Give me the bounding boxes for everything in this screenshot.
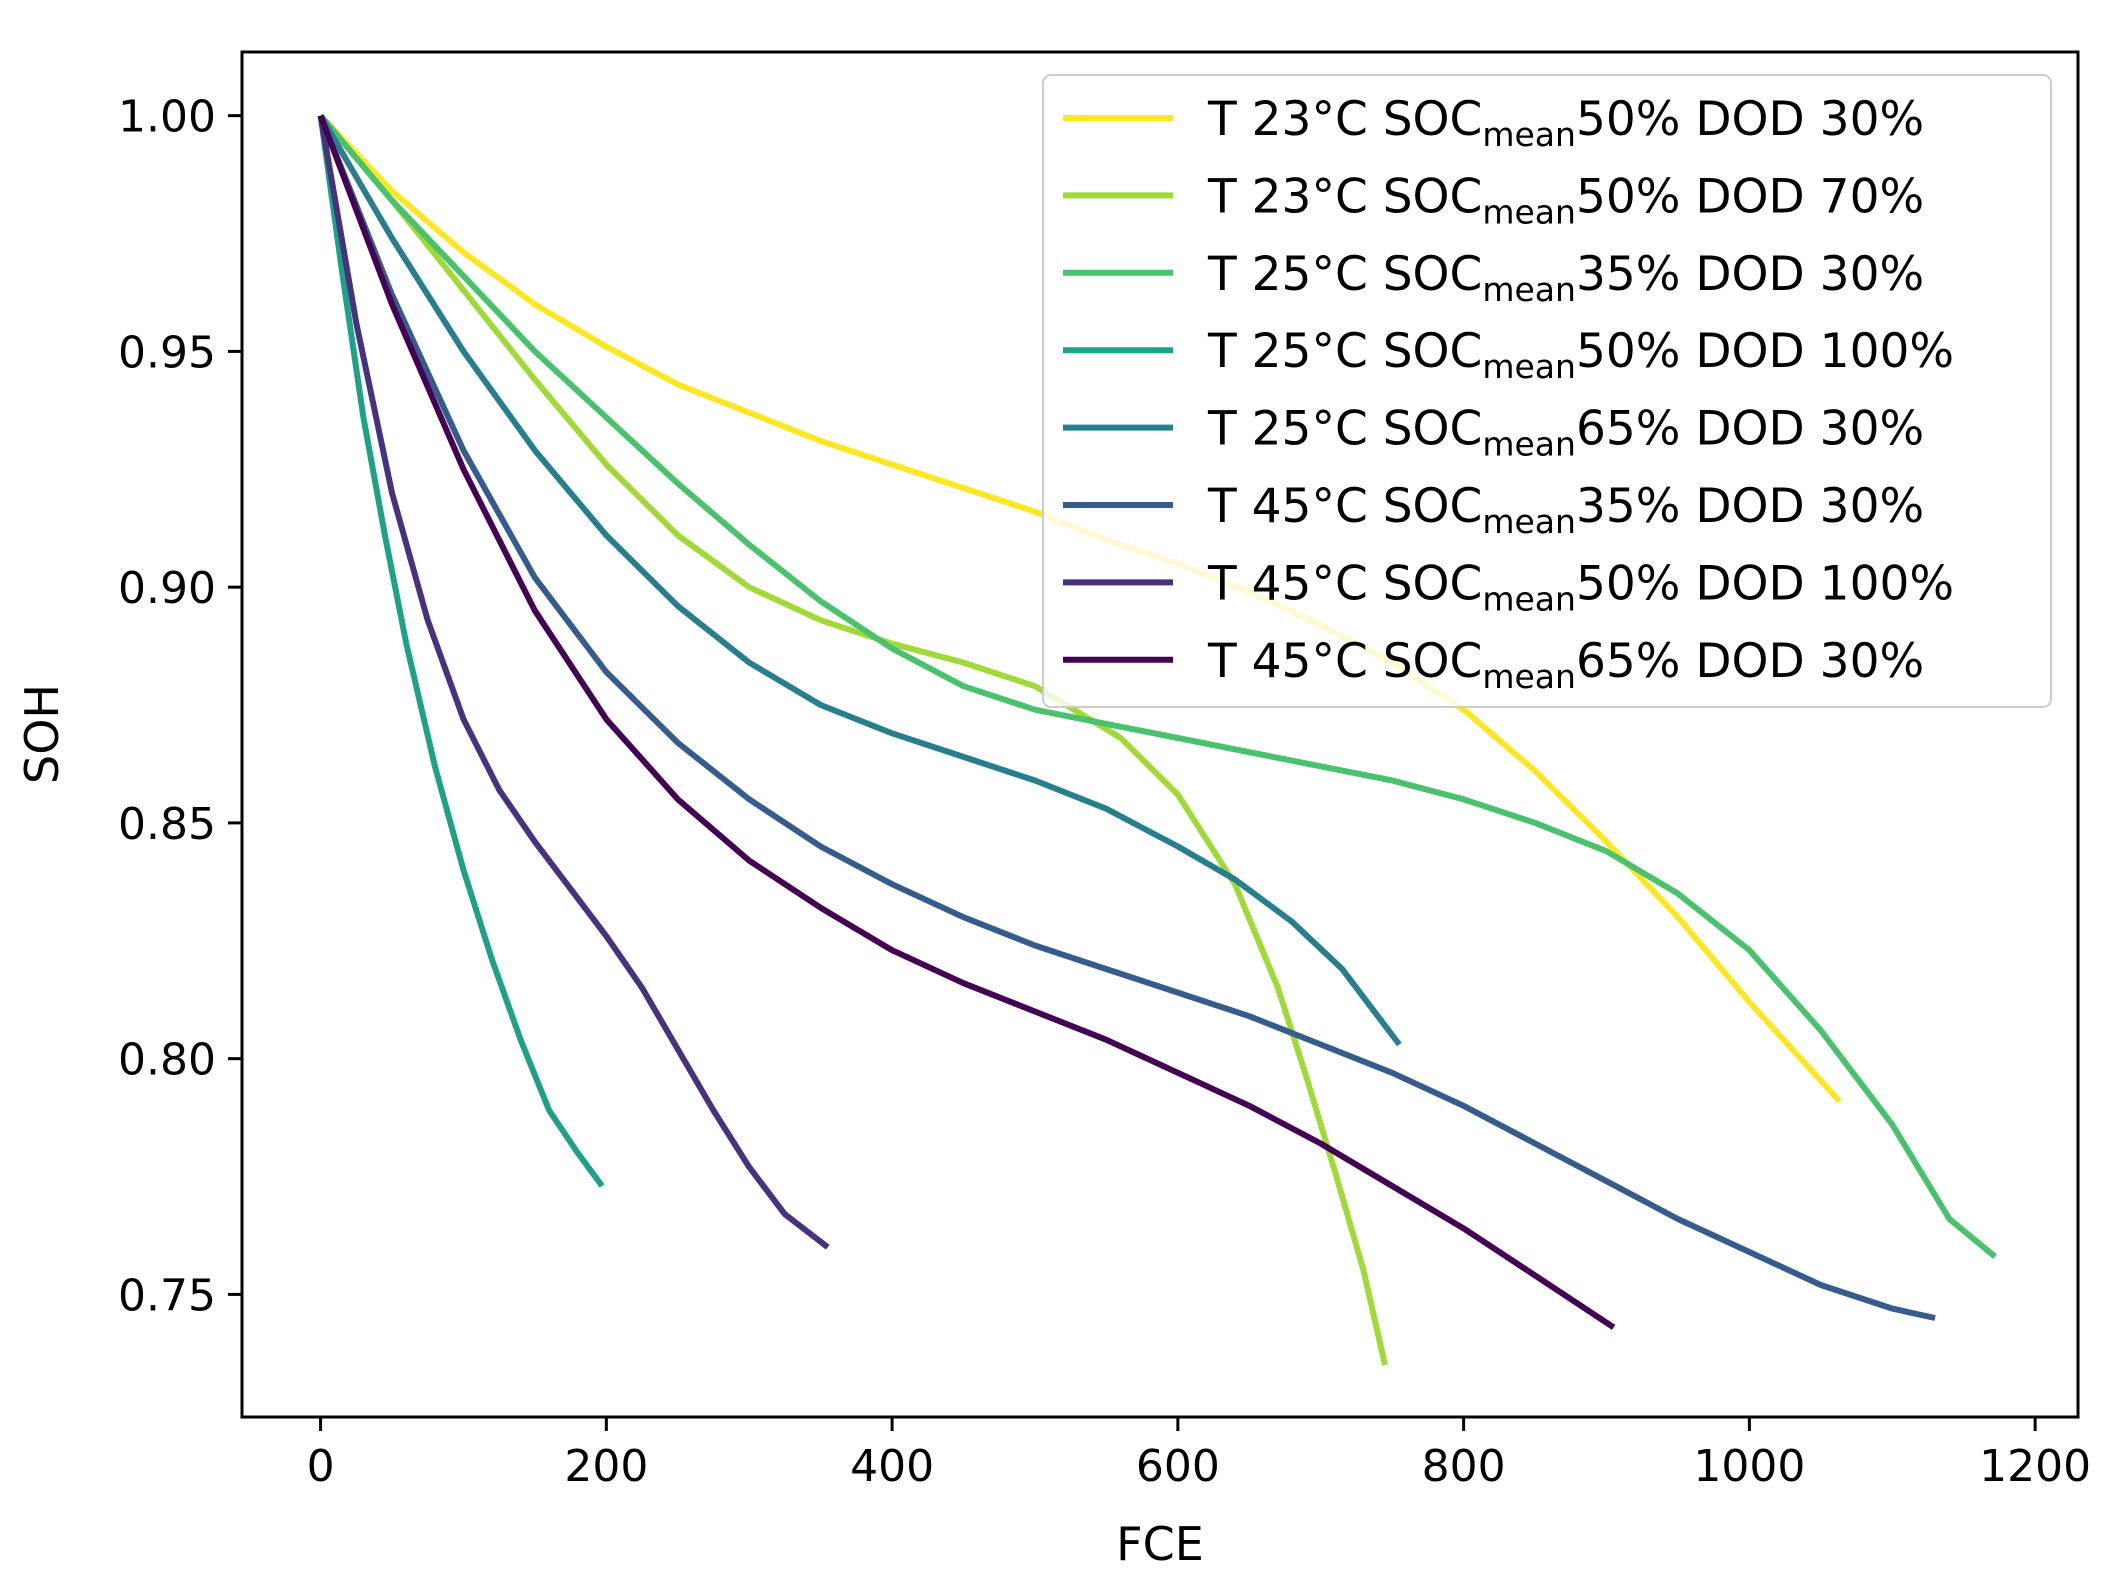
axes-frame bbox=[240, 50, 2080, 1419]
legend-box bbox=[1042, 74, 2052, 708]
x-axis-label: FCE bbox=[1116, 1517, 1204, 1571]
series-line-3 bbox=[318, 113, 1998, 1260]
y-tick-label: 0.85 bbox=[118, 799, 216, 850]
y-tick-label: 0.80 bbox=[118, 1035, 216, 1086]
legend-label-2: T 23°C SOCmean50% DOD 70% bbox=[1207, 169, 1924, 231]
series-line-6 bbox=[317, 114, 1936, 1321]
y-tick-label: 0.75 bbox=[118, 1270, 216, 1321]
legend-label-7: T 45°C SOCmean50% DOD 100% bbox=[1207, 556, 1954, 618]
legend-label-4: T 25°C SOCmean50% DOD 100% bbox=[1207, 324, 1954, 386]
legend-label-8: T 45°C SOCmean65% DOD 30% bbox=[1207, 634, 1924, 696]
x-tick-label: 1200 bbox=[1979, 1441, 2091, 1492]
y-tick-label: 0.95 bbox=[118, 327, 216, 378]
legend-label-1: T 23°C SOCmean50% DOD 30% bbox=[1207, 92, 1924, 154]
series-line-4 bbox=[317, 115, 605, 1188]
x-tick-label: 800 bbox=[1422, 1441, 1506, 1492]
x-tick-label: 600 bbox=[1136, 1441, 1220, 1492]
y-tick-label: 0.90 bbox=[118, 563, 216, 614]
series-line-8 bbox=[317, 114, 1616, 1330]
y-axis-ticks: 0.75 0.80 0.85 0.90 0.95 1.00 bbox=[118, 92, 242, 1321]
series-line-5 bbox=[318, 114, 1402, 1047]
series-layer bbox=[317, 113, 1998, 1366]
series-line-7 bbox=[317, 115, 830, 1250]
legend: T 23°C SOCmean50% DOD 30% T 23°C SOCmean5… bbox=[1042, 74, 2052, 708]
legend-label-6: T 45°C SOCmean35% DOD 30% bbox=[1207, 479, 1924, 541]
x-tick-label: 1000 bbox=[1693, 1441, 1805, 1492]
legend-label-5: T 25°C SOCmean65% DOD 30% bbox=[1207, 402, 1924, 464]
x-tick-label: 0 bbox=[307, 1441, 335, 1492]
legend-label-3: T 25°C SOCmean35% DOD 30% bbox=[1207, 247, 1924, 309]
y-axis-label: SOH bbox=[15, 684, 69, 784]
series-line-2 bbox=[318, 113, 1388, 1366]
legend-items: T 23°C SOCmean50% DOD 30% T 23°C SOCmean5… bbox=[1063, 92, 1954, 696]
x-tick-label: 400 bbox=[850, 1441, 934, 1492]
x-tick-label: 200 bbox=[564, 1441, 648, 1492]
y-tick-label: 1.00 bbox=[118, 92, 216, 143]
x-axis-ticks: 0 200 400 600 800 1000 1200 bbox=[307, 1417, 2091, 1492]
